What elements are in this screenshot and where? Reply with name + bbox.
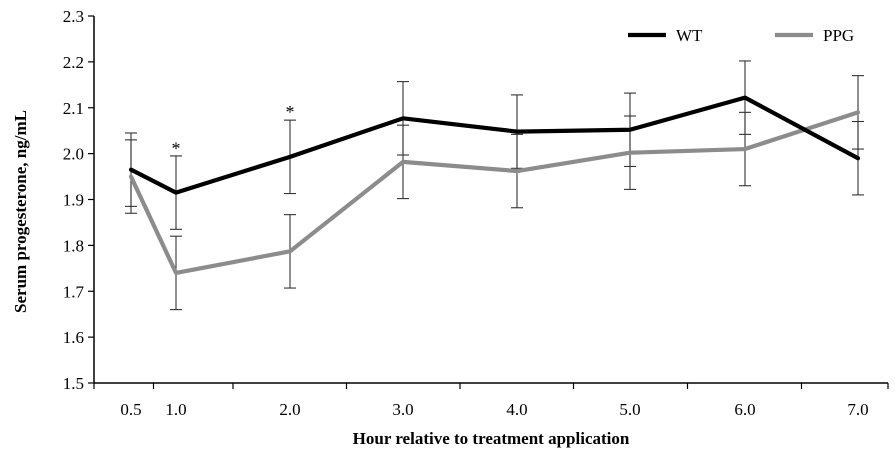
significance-marker: * [172, 138, 181, 158]
x-tick-label: 0.5 [120, 400, 141, 419]
x-axis-title: Hour relative to treatment application [353, 429, 630, 448]
legend-label-ppg: PPG [823, 26, 854, 45]
y-tick-label: 2.0 [63, 145, 84, 164]
legend-label-wt: WT [676, 26, 703, 45]
x-tick-label: 1.0 [165, 400, 186, 419]
y-tick-label: 2.1 [63, 99, 84, 118]
y-tick-label: 2.3 [63, 7, 84, 26]
y-tick-label: 1.8 [63, 236, 84, 255]
x-tick-label: 7.0 [847, 400, 868, 419]
x-tick-label: 4.0 [506, 400, 527, 419]
series-lines [128, 95, 861, 275]
y-tick-label: 1.6 [63, 328, 84, 347]
y-tick-label: 2.2 [63, 53, 84, 72]
x-tick-label: 6.0 [734, 400, 755, 419]
y-axis-ticks: 1.5 1.6 1.7 1.8 1.9 2.0 2.1 2.2 2.3 [63, 7, 94, 393]
annotations: ** [172, 102, 295, 159]
y-tick-label: 1.7 [63, 282, 85, 301]
series-line-wt [128, 95, 861, 195]
y-axis-title: Serum progesterone, ng/mL [11, 110, 30, 313]
error-bars [125, 60, 864, 311]
x-tick-label: 5.0 [619, 400, 640, 419]
legend: WT PPG [628, 26, 854, 45]
y-tick-label: 1.9 [63, 191, 84, 210]
series-line-ppg [128, 110, 861, 275]
y-tick-label: 1.5 [63, 374, 84, 393]
significance-marker: * [286, 102, 295, 122]
x-tick-label: 3.0 [392, 400, 413, 419]
x-tick-label: 2.0 [279, 400, 300, 419]
x-axis-ticks: 0.5 1.0 2.0 3.0 4.0 5.0 6.0 7.0 [93, 383, 889, 419]
